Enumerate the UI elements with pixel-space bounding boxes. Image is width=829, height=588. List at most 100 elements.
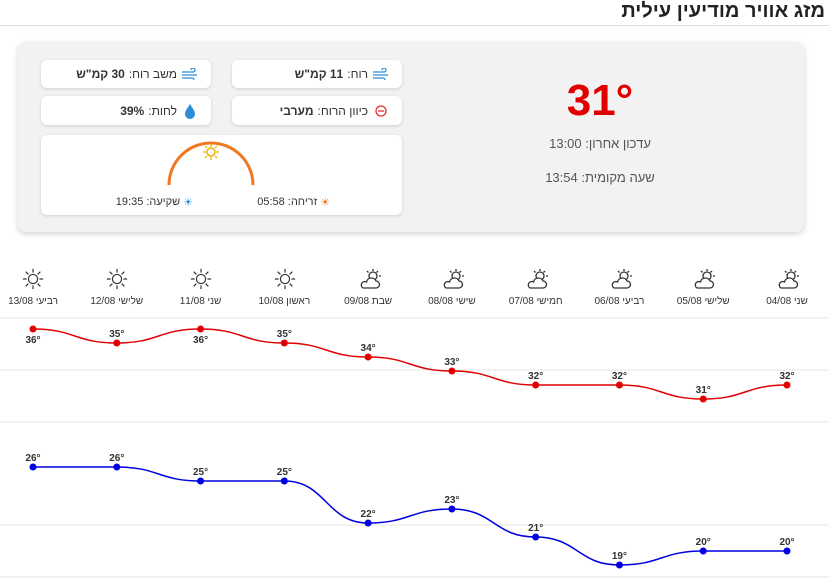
forecast-chart: 32° 31° 32° 32° 33° 34° 35° 36° 35° 36° 20° 20° 19° 2… (0, 317, 829, 578)
day-date: 10/08 (258, 296, 284, 307)
high-value-label: 34° (361, 343, 376, 354)
updated-label: עדכון אחרון: (585, 136, 651, 151)
sunset-label: שקיעה: (146, 196, 181, 208)
day-name: שני (207, 296, 222, 307)
low-point (113, 463, 121, 471)
day-label: שישי 08/08 (412, 296, 492, 307)
low-value-label: 21° (528, 523, 543, 534)
direction-box: כיוון הרוח: מערבי (232, 96, 402, 125)
high-point (448, 367, 456, 375)
high-point (532, 381, 540, 389)
day-name: שישי (455, 296, 476, 307)
high-point (615, 381, 623, 389)
gust-label: משב רוח: (128, 67, 177, 81)
day-label: רביעי 06/08 (579, 296, 659, 307)
low-point (783, 547, 791, 555)
gust-box: משב רוח: 30 קמ"ש (41, 60, 211, 88)
high-value-label: 32° (612, 371, 627, 382)
day-label: שבת 09/08 (328, 296, 408, 307)
sunrise-label: זריחה: (287, 196, 318, 208)
day-name: שני (794, 296, 808, 307)
direction-icon (375, 104, 387, 117)
day-date: 11/08 (179, 296, 205, 307)
updated-value: 13:00 (549, 136, 582, 151)
day-label: שלישי 12/08 (77, 296, 157, 307)
low-value-label: 26° (109, 453, 124, 464)
low-line (33, 466, 787, 566)
page-title: מזג אוויר מודיעין עילית (621, 0, 825, 22)
wind-label: רוח: (347, 67, 368, 81)
high-point (113, 339, 121, 347)
sun-box: ☀ זריחה: 05:58 ☀ שקיעה: 19:35 (41, 135, 402, 215)
day-name: שלישי (118, 296, 144, 307)
humidity-label: לחות: (148, 103, 177, 118)
local-label: שעה מקומית: (581, 170, 655, 185)
day-name: רביעי (35, 296, 58, 307)
high-point (364, 353, 372, 361)
humidity-icon (185, 103, 195, 119)
high-point (29, 325, 37, 333)
high-value-label: 33° (444, 357, 459, 368)
low-value-label: 25° (277, 467, 292, 478)
wind-icon (373, 68, 388, 80)
day-name: רביעי (622, 296, 645, 307)
weather-icons (22, 268, 800, 290)
high-value-label: 35° (109, 329, 124, 340)
high-value-label: 32° (779, 371, 794, 382)
sunrise: ☀ זריחה: 05:58 (257, 196, 330, 209)
low-value-label: 19° (612, 551, 627, 562)
day-name: ראשון (286, 296, 311, 307)
low-value-label: 22° (361, 509, 376, 520)
low-point (364, 519, 372, 527)
low-value-label: 26° (25, 453, 40, 464)
high-value-label: 32° (528, 371, 543, 382)
wind-value: 11 קמ"ש (294, 67, 344, 81)
day-date: 08/08 (428, 296, 454, 307)
day-name: שבת (371, 296, 393, 307)
high-value-label: 36° (193, 335, 208, 346)
wind-box: רוח: 11 קמ"ש (232, 60, 402, 88)
direction-value: מערבי (279, 103, 314, 118)
high-value-label: 31° (696, 385, 711, 396)
day-date: 13/08 (8, 296, 34, 307)
high-point (783, 381, 791, 389)
low-value-label: 25° (193, 467, 208, 478)
low-point (448, 505, 456, 513)
sunset: ☀ שקיעה: 19:35 (115, 196, 193, 209)
day-label: שלישי 05/08 (663, 296, 743, 307)
direction-label: כיוון הרוח: (317, 103, 368, 118)
local-time: שעה מקומית: 13:54 (480, 170, 720, 185)
low-point (197, 477, 205, 485)
day-label: שני 04/08 (747, 296, 827, 307)
low-point (280, 477, 288, 485)
low-value-label: 20° (696, 537, 711, 548)
humidity-value: 39% (120, 103, 145, 118)
day-label: חמישי 07/08 (496, 296, 576, 307)
current-temperature: 31° (566, 76, 634, 125)
gust-icon (182, 68, 197, 80)
low-value-label: 23° (444, 495, 459, 506)
divider (0, 25, 829, 26)
local-value: 13:54 (545, 170, 578, 185)
high-point (280, 339, 288, 347)
sun-arc (167, 141, 255, 186)
gust-value: 30 קמ"ש (76, 67, 125, 81)
low-value-label: 20° (779, 537, 794, 548)
high-value-label: 35° (277, 329, 292, 340)
low-point (29, 463, 37, 471)
low-point (615, 561, 623, 569)
updated: עדכון אחרון: 13:00 (480, 136, 720, 151)
high-line (32, 328, 788, 400)
grid (0, 317, 829, 578)
day-name: שלישי (704, 296, 730, 307)
day-date: 09/08 (344, 296, 370, 307)
sunrise-value: 05:58 (257, 196, 285, 208)
high-point (699, 395, 707, 403)
day-label: רביעי 13/08 (0, 296, 73, 307)
high-point (197, 325, 205, 333)
high-value-label: 36° (25, 335, 40, 346)
humidity-box: לחות: 39% (41, 96, 211, 125)
day-date: 07/08 (508, 296, 534, 307)
sunset-value: 19:35 (115, 196, 144, 208)
